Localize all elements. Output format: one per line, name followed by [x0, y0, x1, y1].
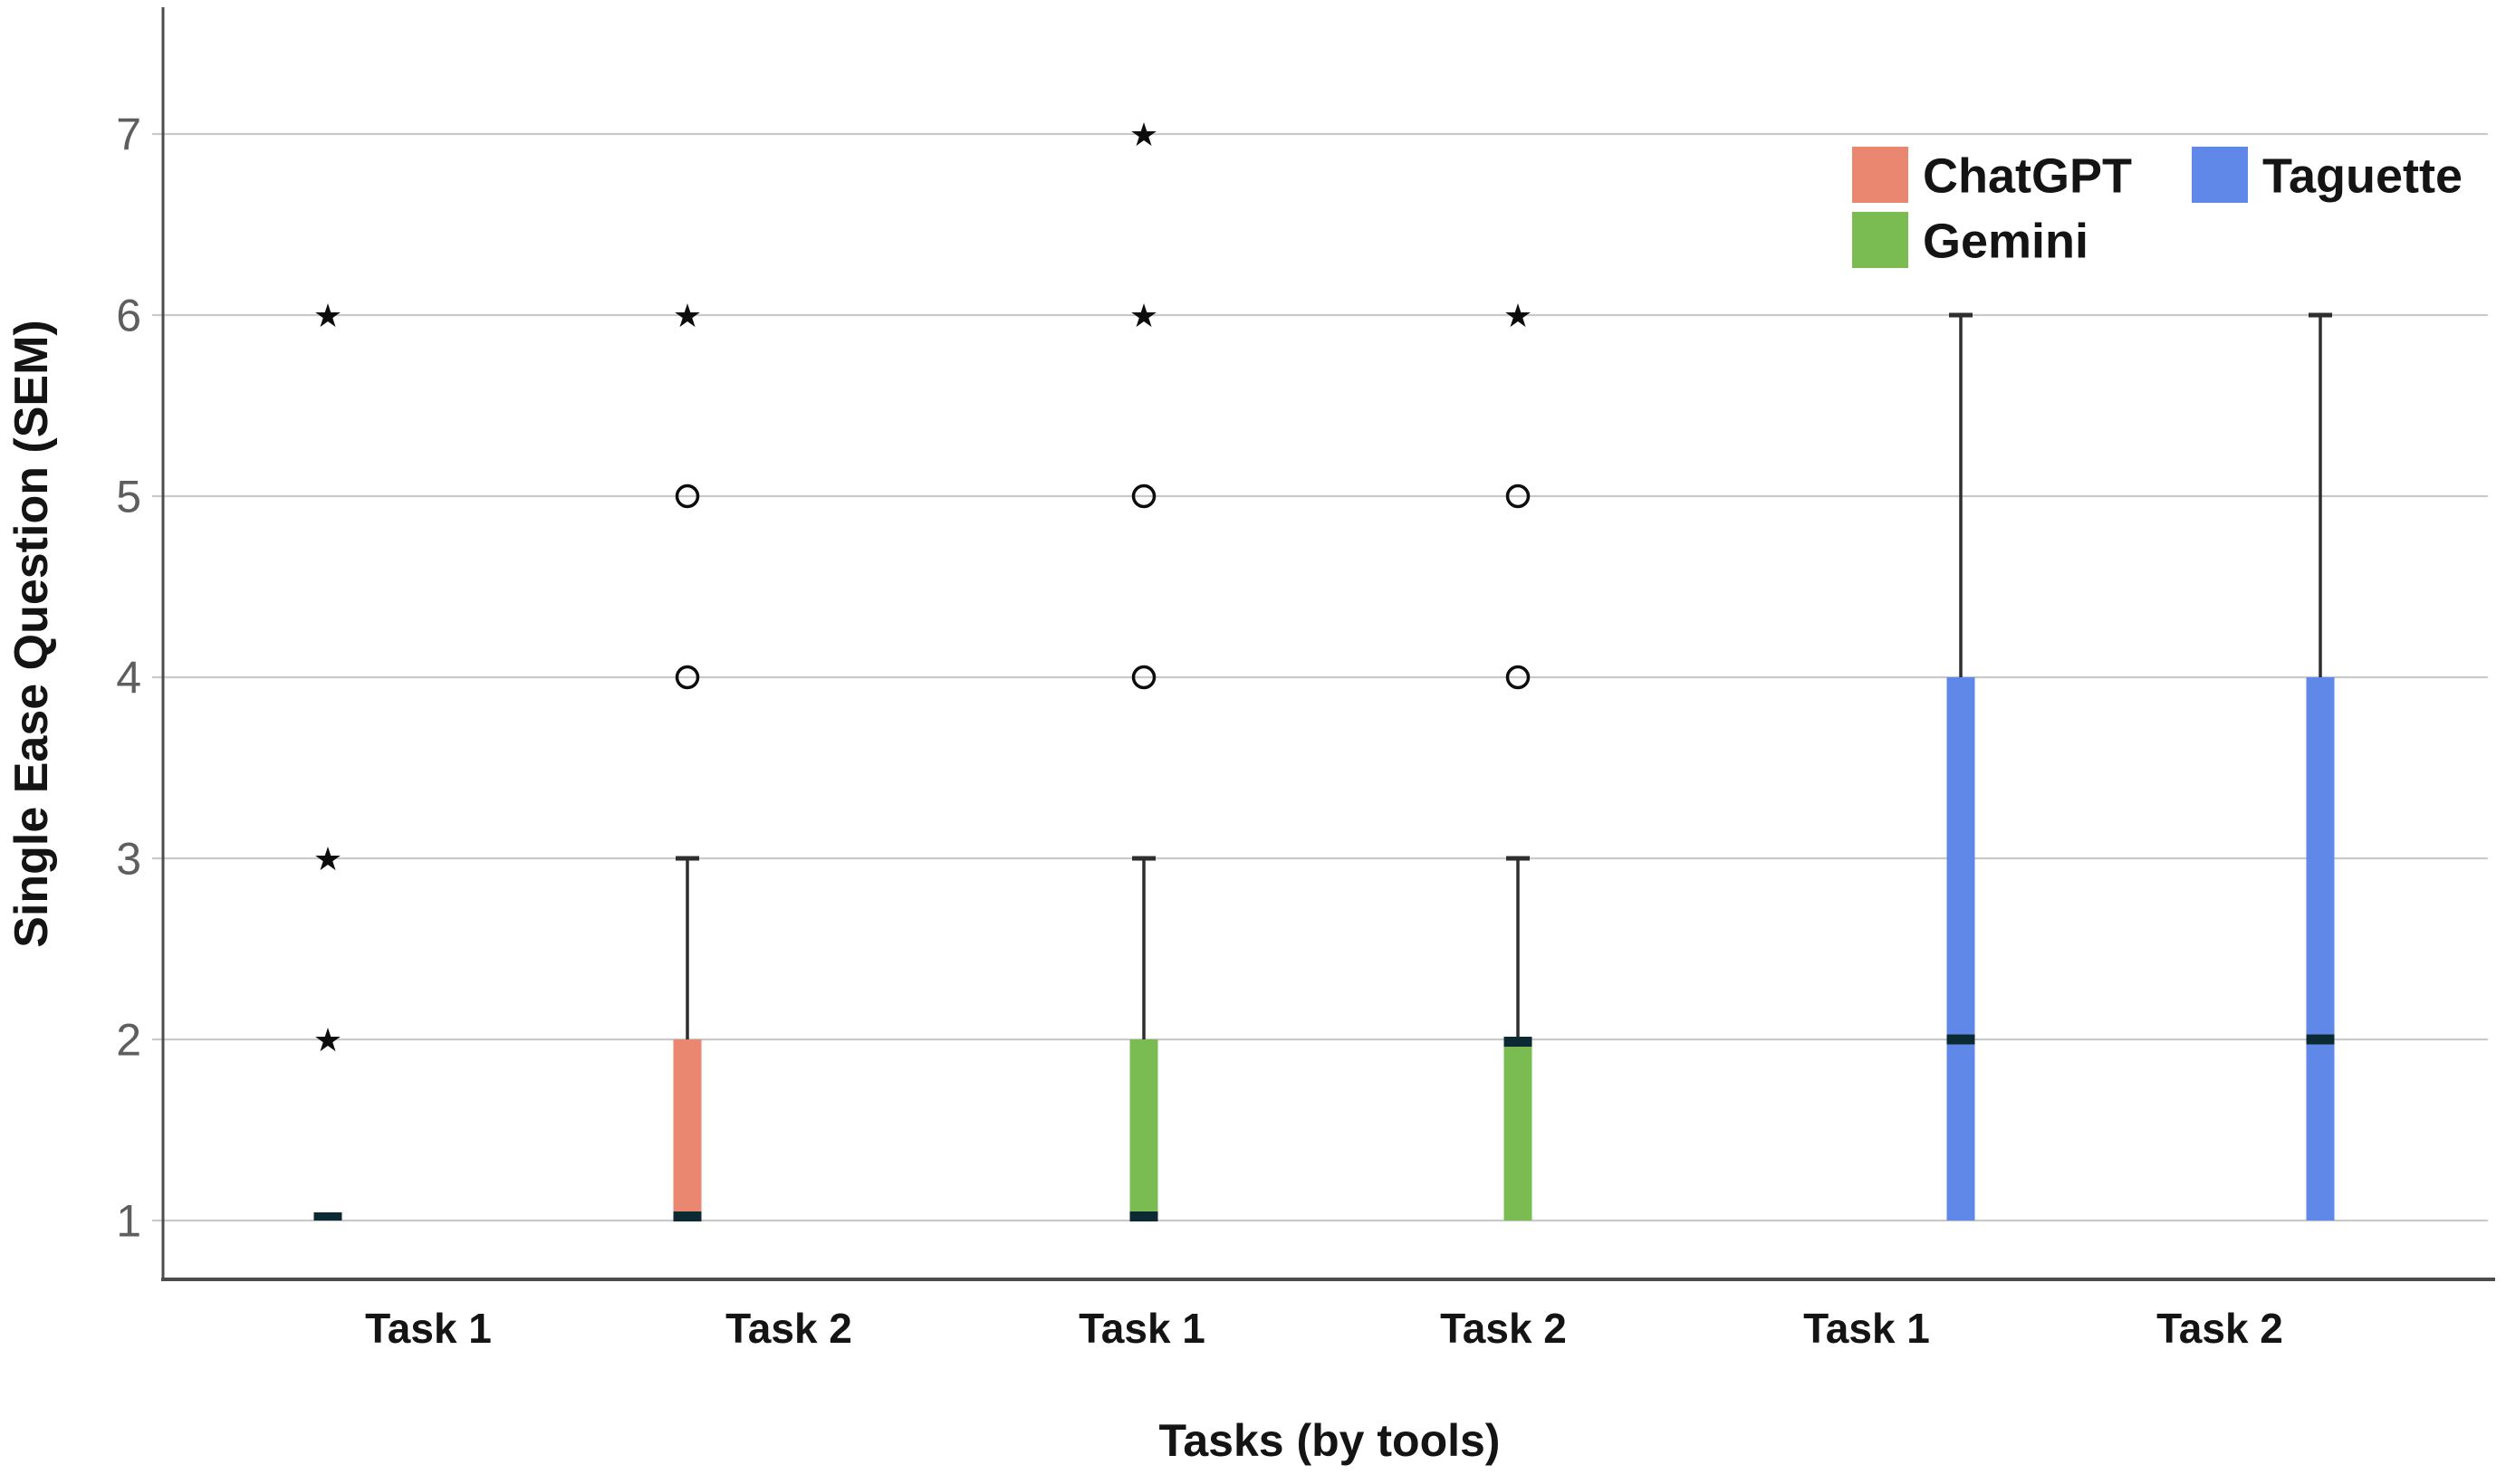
median-line-group-6 [2306, 1034, 2335, 1045]
box-chatgpt-task2 [673, 1039, 702, 1221]
outlier-star-group-4-val-6: ★ [1503, 297, 1532, 334]
legend-swatch-chatgpt [1852, 147, 1908, 203]
legend-label-chatgpt: ChatGPT [1923, 148, 2132, 203]
x-tick-label-1: Task 1 [365, 1305, 492, 1352]
box-taguette-task1 [1946, 677, 1975, 1221]
outlier-star-group-3-val-6: ★ [1129, 297, 1158, 334]
outlier-star-group-1-val-2: ★ [313, 1021, 342, 1058]
outlier-star-group-1-val-6: ★ [313, 297, 342, 334]
box-gemini-task2 [1503, 1039, 1532, 1221]
legend-swatch-gemini [1852, 212, 1908, 268]
median-line-group-2 [673, 1211, 702, 1221]
outlier-star-group-3-val-7: ★ [1129, 116, 1158, 153]
y-tick-label-6: 6 [116, 291, 141, 341]
y-tick-label-3: 3 [116, 834, 141, 885]
outlier-circle-group-2-val-5 [675, 483, 700, 509]
outlier-star-group-1-val-3: ★ [313, 840, 342, 877]
outlier-circle-group-4-val-5 [1505, 483, 1531, 509]
legend-label-gemini: Gemini [1923, 214, 2088, 268]
y-tick-label-7: 7 [116, 110, 141, 160]
legend-label-taguette: Taguette [2262, 148, 2463, 203]
x-tick-label-3: Task 1 [1079, 1305, 1205, 1352]
outlier-circle-group-4-val-4 [1505, 665, 1531, 690]
outlier-circle-group-3-val-5 [1131, 483, 1157, 509]
x-axis-title: Tasks (by tools) [1159, 1415, 1501, 1466]
median-dash-group-1 [313, 1212, 342, 1221]
y-axis-title: Single Ease Question (SEM) [5, 320, 58, 947]
x-tick-label-2: Task 2 [725, 1305, 852, 1352]
y-tick-label-5: 5 [116, 472, 141, 522]
x-tick-label-6: Task 2 [2156, 1305, 2283, 1352]
x-tick-label-5: Task 1 [1803, 1305, 1930, 1352]
box-taguette-task2 [2306, 677, 2335, 1221]
outlier-circle-group-3-val-4 [1131, 665, 1157, 690]
box-gemini-task1 [1129, 1039, 1158, 1221]
y-tick-label-2: 2 [116, 1015, 141, 1066]
outlier-star-group-2-val-6: ★ [673, 297, 702, 334]
median-line-group-4 [1503, 1037, 1532, 1047]
median-line-group-5 [1946, 1034, 1975, 1045]
y-tick-label-1: 1 [116, 1196, 141, 1247]
x-tick-label-4: Task 2 [1440, 1305, 1567, 1352]
outlier-circle-group-2-val-4 [675, 665, 700, 690]
y-tick-label-4: 4 [116, 653, 141, 704]
legend-swatch-taguette [2192, 147, 2248, 203]
median-line-group-3 [1129, 1211, 1158, 1221]
